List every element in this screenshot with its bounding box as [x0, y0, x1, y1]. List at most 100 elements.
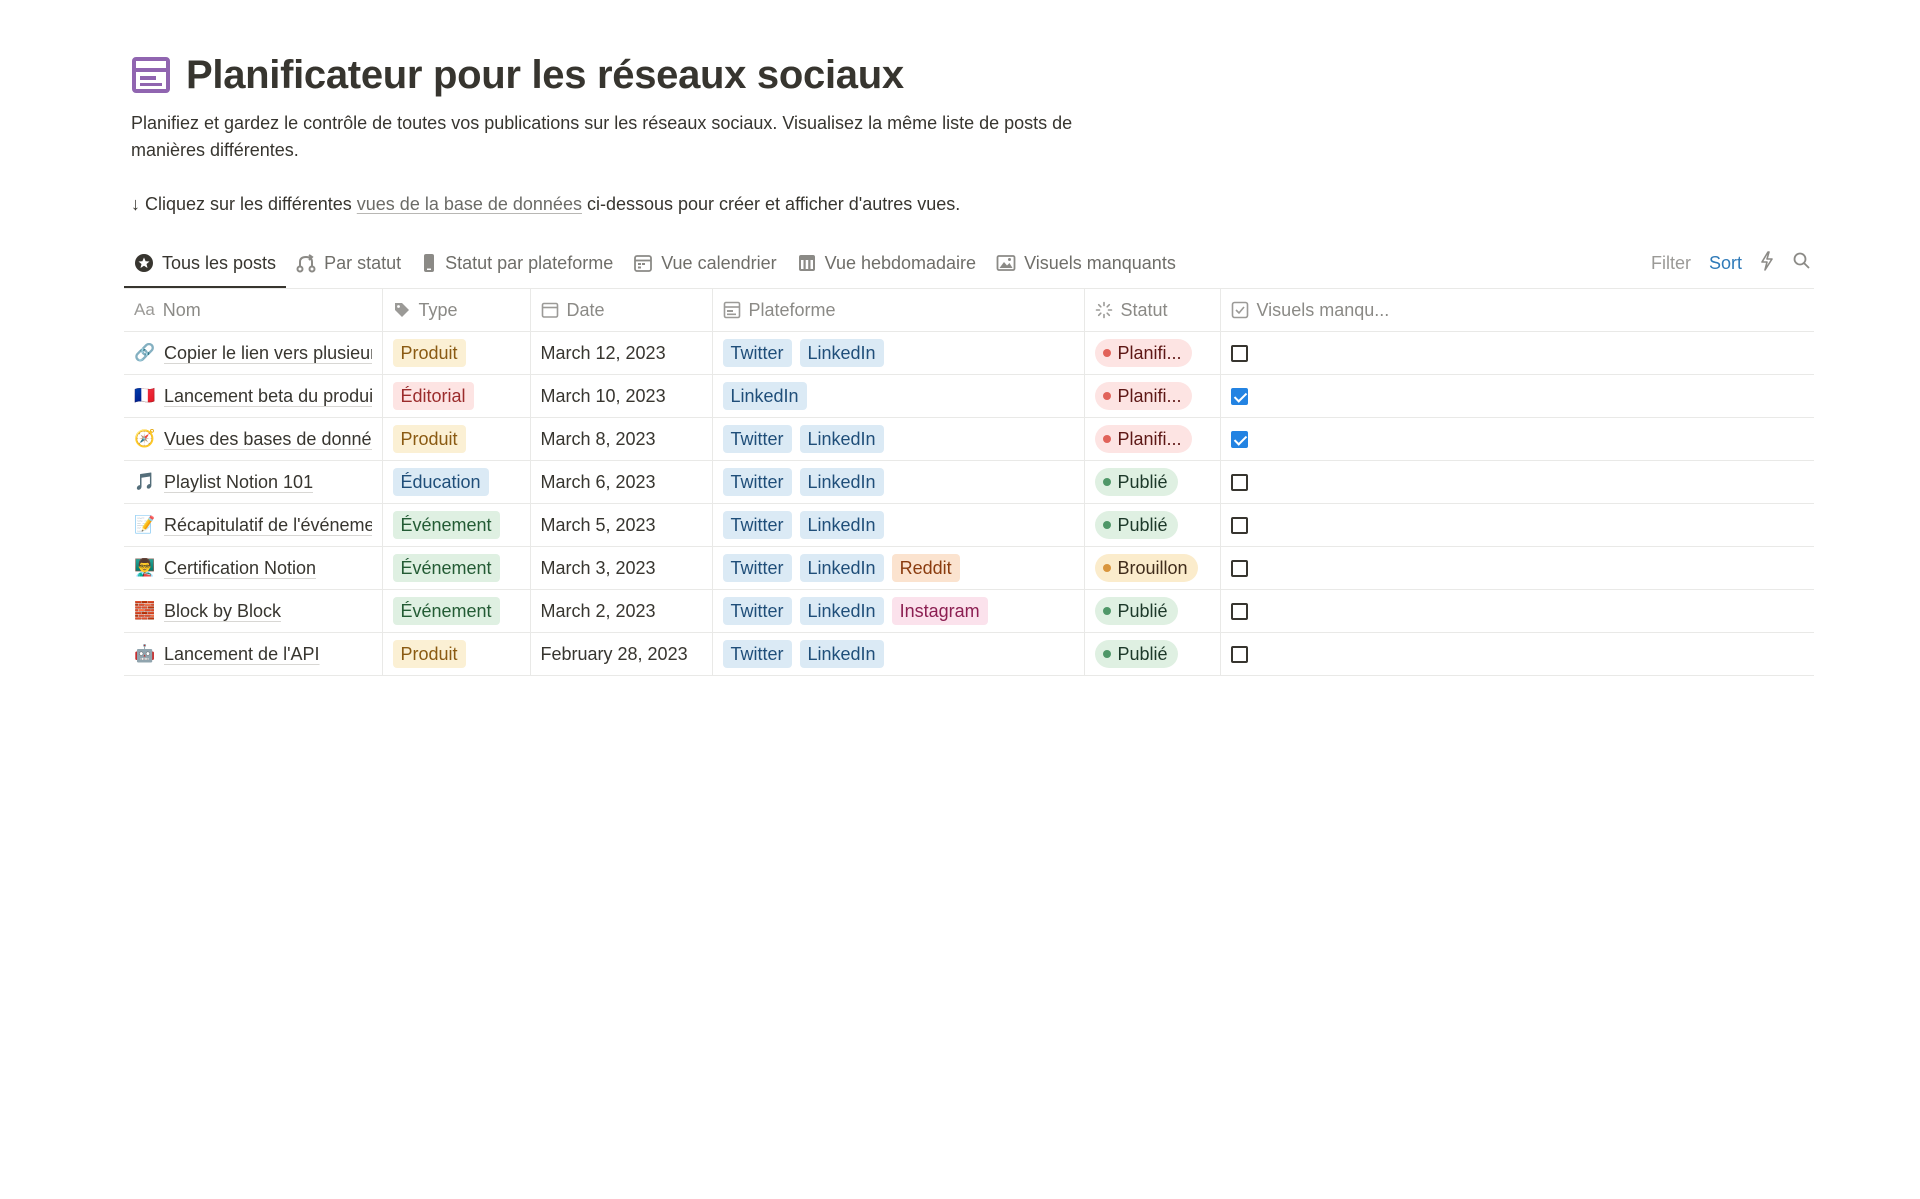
name-cell[interactable]: 👨‍🏫 Certification Notion: [124, 546, 383, 590]
post-date: March 8, 2023: [540, 428, 656, 449]
table-row[interactable]: 🤖 Lancement de l'API Produit February 28, 2…: [124, 632, 1814, 676]
name-cell[interactable]: 🤖 Lancement de l'API: [124, 632, 383, 676]
name-cell[interactable]: 🎵 Playlist Notion 101: [124, 460, 383, 504]
type-cell[interactable]: Produit: [382, 417, 531, 461]
date-cell[interactable]: March 12, 2023: [530, 331, 713, 375]
name-cell[interactable]: 🔗 Copier le lien vers plusieurs: [124, 331, 383, 375]
type-cell[interactable]: Événement: [382, 546, 531, 590]
name-cell[interactable]: 🧭 Vues des bases de données: [124, 417, 383, 461]
table-row[interactable]: 🔗 Copier le lien vers plusieurs Produit Mar…: [124, 331, 1814, 375]
status-dot: [1102, 650, 1111, 658]
status-cell[interactable]: Planifi...: [1084, 374, 1221, 418]
table-row[interactable]: 👨‍🏫 Certification Notion Événement March 3,…: [124, 546, 1814, 590]
platform-tag: LinkedIn: [799, 554, 884, 582]
post-date: March 10, 2023: [540, 385, 666, 406]
column-header-status[interactable]: Statut: [1084, 289, 1221, 332]
table-row[interactable]: 🧱 Block by Block Événement March 2, 2023 Twi…: [124, 589, 1814, 633]
table-row[interactable]: 🧭 Vues des bases de données Produit March 8…: [124, 417, 1814, 461]
platform-cell[interactable]: Twitter LinkedIn: [712, 632, 1085, 676]
post-name[interactable]: Récapitulatif de l'événement: [164, 514, 372, 535]
post-name[interactable]: Lancement de l'API: [164, 643, 320, 664]
table-row[interactable]: 🇫🇷 Lancement beta du produit Éditorial Marc…: [124, 374, 1814, 418]
type-cell[interactable]: Éditorial: [382, 374, 531, 418]
star-circle-icon: [135, 254, 153, 272]
missing-visuals-checkbox[interactable]: [1230, 560, 1248, 578]
status-cell[interactable]: Publié: [1084, 503, 1221, 547]
status-cell[interactable]: Publié: [1084, 589, 1221, 633]
calendar-grid-icon: [798, 255, 815, 271]
platform-cell[interactable]: Twitter LinkedIn Reddit: [712, 546, 1085, 590]
missing-visuals-checkbox[interactable]: [1230, 474, 1248, 492]
column-header-date[interactable]: Date: [530, 289, 713, 332]
status-cell[interactable]: Publié: [1084, 460, 1221, 504]
visuals-cell: [1220, 417, 1814, 461]
post-name[interactable]: Playlist Notion 101: [164, 471, 314, 492]
table-row[interactable]: 📝 Récapitulatif de l'événement Événement Ma…: [124, 503, 1814, 547]
platform-cell[interactable]: Twitter LinkedIn Instagram: [712, 589, 1085, 633]
search-icon[interactable]: [1792, 251, 1812, 276]
date-cell[interactable]: February 28, 2023: [530, 632, 713, 676]
missing-visuals-checkbox[interactable]: [1230, 646, 1248, 664]
missing-visuals-checkbox[interactable]: [1230, 431, 1248, 449]
platform-cell[interactable]: Twitter LinkedIn: [712, 417, 1085, 461]
platform-cell[interactable]: Twitter LinkedIn: [712, 460, 1085, 504]
column-header-visuals[interactable]: Visuels manqu...: [1220, 289, 1814, 332]
calendar-icon: [634, 255, 653, 272]
status-dot: [1102, 521, 1111, 529]
type-tag: Produit: [392, 640, 466, 668]
platform-tag: Instagram: [891, 597, 988, 625]
date-cell[interactable]: March 5, 2023: [530, 503, 713, 547]
column-header-name[interactable]: Aa Nom: [124, 289, 383, 332]
date-cell[interactable]: March 8, 2023: [530, 417, 713, 461]
page-emoji-icon: 👨‍🏫: [134, 558, 156, 577]
tab-par-statut[interactable]: Par statut: [286, 240, 411, 286]
tab-vue-calendrier[interactable]: Vue calendrier: [623, 240, 786, 286]
type-cell[interactable]: Événement: [382, 589, 531, 633]
post-name[interactable]: Lancement beta du produit: [164, 385, 372, 406]
branch-icon: [296, 254, 316, 273]
tab-vue-hebdomadaire[interactable]: Vue hebdomadaire: [787, 240, 986, 286]
page-description: Planifiez et gardez le contrôle de toute…: [131, 113, 1073, 160]
missing-visuals-checkbox[interactable]: [1230, 517, 1248, 535]
tab-tous-les-posts[interactable]: Tous les posts: [124, 240, 287, 288]
name-cell[interactable]: 🧱 Block by Block: [124, 589, 383, 633]
text-property-icon: Aa: [134, 300, 155, 319]
missing-visuals-checkbox[interactable]: [1230, 603, 1248, 621]
sort-button[interactable]: Sort: [1708, 252, 1742, 273]
type-cell[interactable]: Produit: [382, 632, 531, 676]
date-cell[interactable]: March 6, 2023: [530, 460, 713, 504]
column-header-platform[interactable]: Plateforme: [712, 289, 1085, 332]
post-name[interactable]: Vues des bases de données: [164, 428, 372, 449]
date-cell[interactable]: March 10, 2023: [530, 374, 713, 418]
lightning-icon[interactable]: [1760, 250, 1774, 276]
column-header-type[interactable]: Type: [382, 289, 531, 332]
status-cell[interactable]: Planifi...: [1084, 417, 1221, 461]
checkbox-property-icon: [1231, 301, 1248, 319]
missing-visuals-checkbox[interactable]: [1230, 345, 1248, 363]
database-views-link[interactable]: vues de la base de données: [356, 194, 582, 214]
filter-button[interactable]: Filter: [1650, 252, 1691, 273]
name-cell[interactable]: 🇫🇷 Lancement beta du produit: [124, 374, 383, 418]
status-cell[interactable]: Publié: [1084, 632, 1221, 676]
table-row[interactable]: 🎵 Playlist Notion 101 Éducation March 6, 20…: [124, 460, 1814, 504]
page-emoji-icon: 🧱: [134, 601, 156, 620]
image-icon: [996, 255, 1016, 271]
post-name[interactable]: Block by Block: [164, 600, 282, 621]
type-cell[interactable]: Produit: [382, 331, 531, 375]
type-cell[interactable]: Éducation: [382, 460, 531, 504]
post-name[interactable]: Copier le lien vers plusieurs: [164, 342, 372, 363]
platform-cell[interactable]: Twitter LinkedIn: [712, 331, 1085, 375]
post-name[interactable]: Certification Notion: [164, 557, 317, 578]
status-cell[interactable]: Brouillon: [1084, 546, 1221, 590]
date-cell[interactable]: March 3, 2023: [530, 546, 713, 590]
status-cell[interactable]: Planifi...: [1084, 331, 1221, 375]
platform-cell[interactable]: LinkedIn: [712, 374, 1085, 418]
tab-statut-par-plateforme[interactable]: Statut par plateforme: [411, 240, 623, 286]
type-cell[interactable]: Événement: [382, 503, 531, 547]
platform-cell[interactable]: Twitter LinkedIn: [712, 503, 1085, 547]
post-date: February 28, 2023: [540, 643, 688, 664]
date-cell[interactable]: March 2, 2023: [530, 589, 713, 633]
name-cell[interactable]: 📝 Récapitulatif de l'événement: [124, 503, 383, 547]
tab-visuels-manquants[interactable]: Visuels manquants: [986, 240, 1186, 286]
missing-visuals-checkbox[interactable]: [1230, 388, 1248, 406]
